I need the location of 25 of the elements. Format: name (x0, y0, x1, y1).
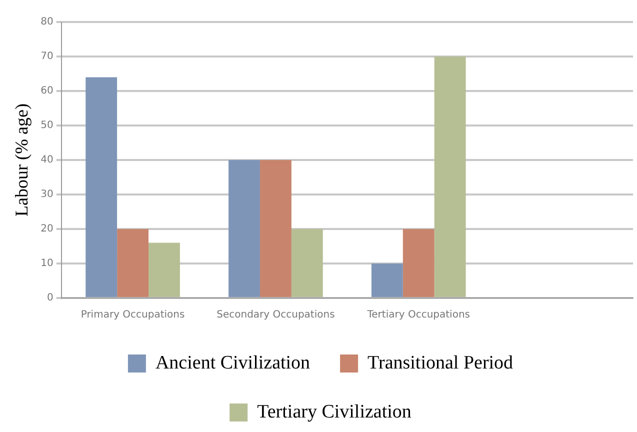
bar (434, 56, 466, 297)
x-tick-label: Primary Occupations (80, 310, 185, 321)
bar (260, 160, 292, 297)
bar (148, 242, 180, 297)
y-tick-label: 40 (40, 154, 54, 166)
legend-label: Tertiary Civilization (257, 401, 412, 422)
y-tick-label: 60 (40, 86, 54, 97)
bar (291, 229, 323, 297)
bar (117, 229, 149, 297)
y-tick-label: 0 (46, 292, 54, 304)
bar (228, 160, 260, 297)
y-tick-label: 30 (40, 189, 54, 200)
y-tick-label: 50 (40, 120, 54, 132)
y-tick-label: 70 (40, 51, 54, 62)
legend-label: Ancient Civilization (155, 352, 311, 374)
x-tick-label: Secondary Occupations (216, 310, 335, 321)
y-tick-label: 80 (40, 16, 54, 28)
y-axis-title: Labour (% age) (12, 104, 32, 216)
y-tick-label: 20 (40, 224, 54, 235)
bar (371, 264, 403, 297)
y-tick-label: 10 (40, 258, 54, 270)
bar (86, 77, 118, 297)
bar (402, 229, 434, 297)
legend-label: Transitional Period (368, 352, 514, 374)
x-tick-label: Tertiary Occupations (366, 310, 470, 321)
